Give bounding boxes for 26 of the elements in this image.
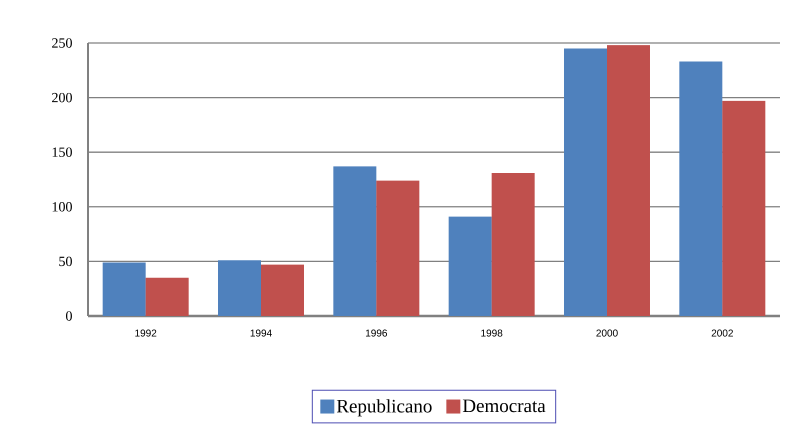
y-tick-label: 100 xyxy=(52,202,72,212)
bar xyxy=(376,180,420,316)
y-tick-label: 250 xyxy=(52,38,72,48)
y-tick-label: 50 xyxy=(59,256,72,266)
x-tick-label: 1998 xyxy=(481,330,502,337)
y-tick-label: 0 xyxy=(66,311,72,321)
bar xyxy=(261,264,304,316)
bar xyxy=(146,278,189,316)
bar xyxy=(492,172,535,316)
x-tick-label: 1994 xyxy=(250,330,272,337)
legend-label: Republicano xyxy=(336,399,432,416)
y-tick-label: 150 xyxy=(52,147,72,157)
x-tick-label: 2000 xyxy=(596,330,618,337)
bar xyxy=(722,100,766,316)
x-tick-label: 1996 xyxy=(366,330,388,337)
bar xyxy=(564,48,607,316)
x-tick-label: 1992 xyxy=(135,330,156,337)
bar xyxy=(606,45,650,316)
bar xyxy=(218,260,262,316)
bar xyxy=(448,216,492,316)
x-tick-label: 2002 xyxy=(712,330,733,337)
y-tick-label: 200 xyxy=(52,92,72,102)
bar xyxy=(102,262,146,316)
bar xyxy=(333,166,376,316)
bar xyxy=(679,62,722,316)
legend-label: Democrata xyxy=(462,400,546,412)
